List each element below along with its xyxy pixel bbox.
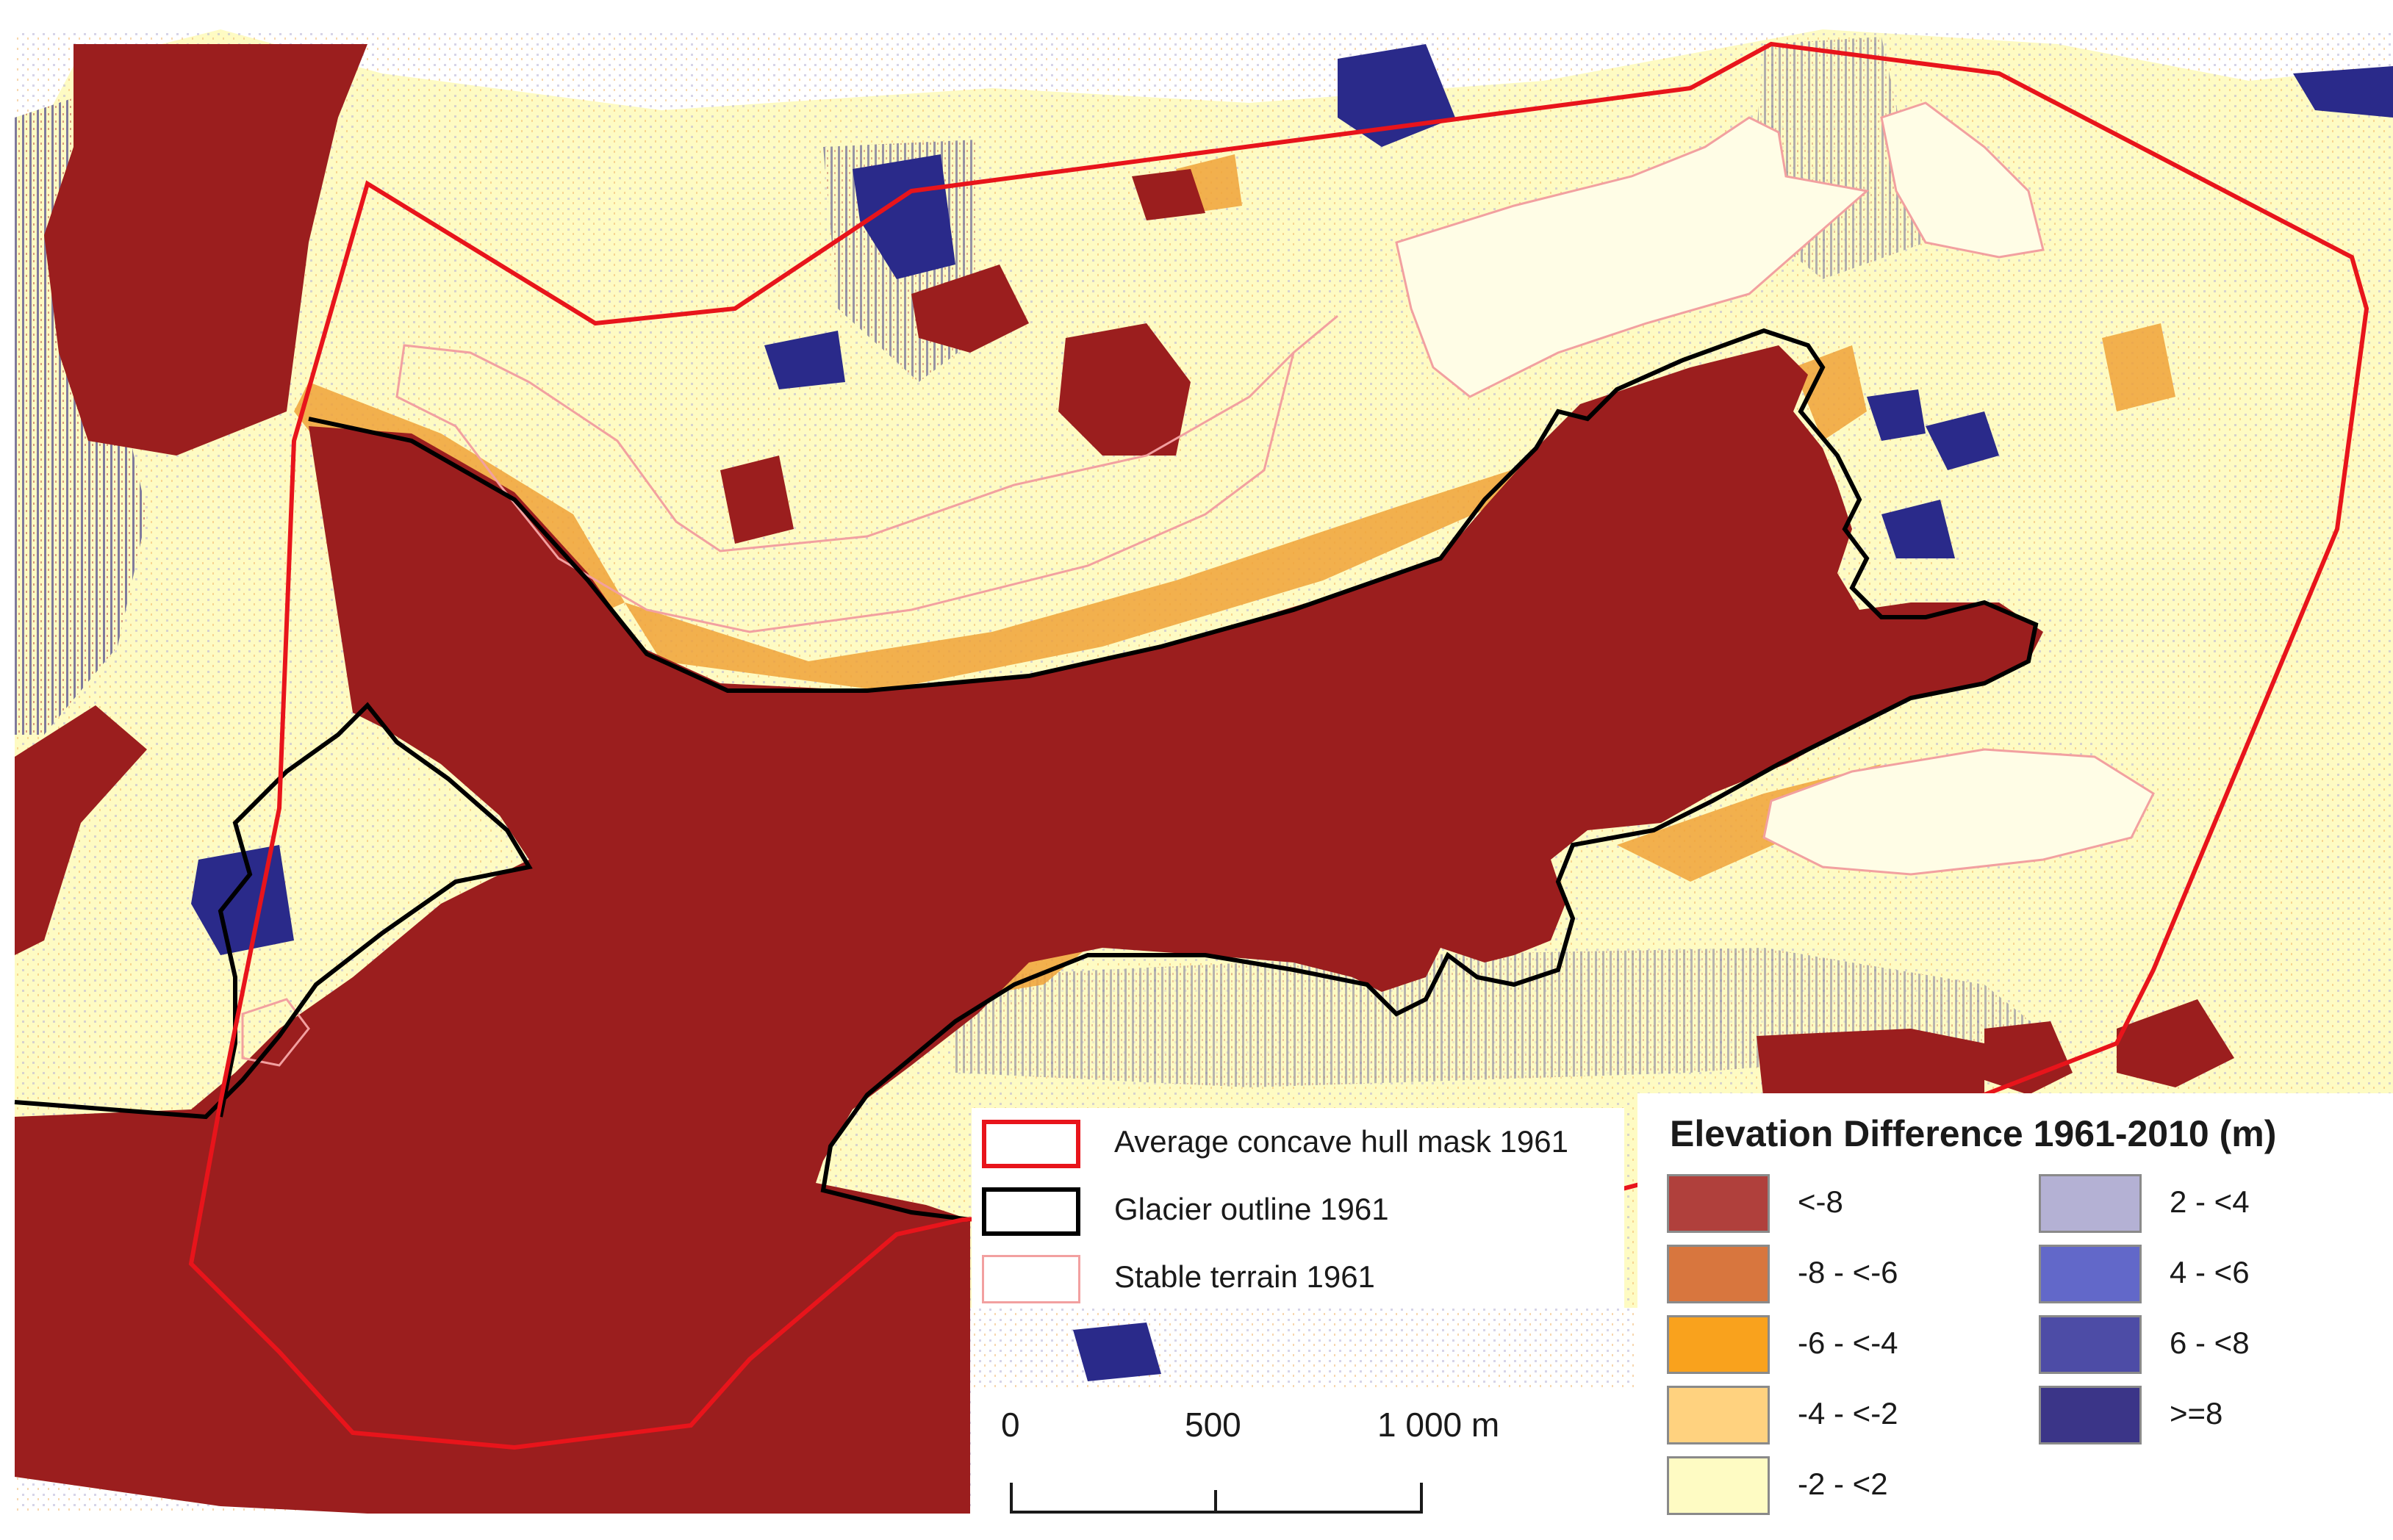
scale-label-0: 0 bbox=[1001, 1406, 1020, 1444]
class-label: -4 - <-2 bbox=[1798, 1396, 1898, 1431]
line-legend: Average concave hull mask 1961 Glacier o… bbox=[972, 1108, 1624, 1308]
glacier-outline-label: Glacier outline 1961 bbox=[1114, 1192, 1389, 1226]
elevation-legend-title: Elevation Difference 1961-2010 (m) bbox=[1670, 1113, 2277, 1154]
class-swatch bbox=[1667, 1315, 1770, 1374]
class-swatch bbox=[1667, 1456, 1770, 1515]
class-swatch bbox=[2039, 1174, 2142, 1233]
hull-mask-swatch bbox=[982, 1120, 1080, 1168]
glacier-outline-1961 bbox=[308, 328, 2039, 1222]
class-item: 4 - <6 bbox=[2039, 1245, 2377, 1303]
left-glacier-tongue bbox=[44, 44, 367, 456]
scale-label-1000: 1 000 m bbox=[1377, 1406, 1500, 1444]
class-item: 6 - <8 bbox=[2039, 1315, 2377, 1374]
class-item: 2 - <4 bbox=[2039, 1174, 2377, 1233]
scale-bar: 0 500 1 000 m bbox=[972, 1389, 1637, 1540]
class-swatch bbox=[1667, 1386, 1770, 1444]
class-item: <-8 bbox=[1667, 1174, 2005, 1233]
class-label: -6 - <-4 bbox=[1798, 1325, 1898, 1360]
elevation-legend: Elevation Difference 1961-2010 (m) <-8 -… bbox=[1637, 1093, 2393, 1540]
stable-terrain-polygons bbox=[241, 101, 2155, 1067]
scale-tick-end bbox=[1420, 1483, 1423, 1512]
legend-item-stable-terrain: Stable terrain 1961 bbox=[982, 1252, 1614, 1305]
class-swatch bbox=[2039, 1245, 2142, 1303]
class-label: -2 - <2 bbox=[1798, 1467, 1888, 1501]
class-label: 6 - <8 bbox=[2170, 1325, 2250, 1360]
scale-tick-start bbox=[1010, 1483, 1013, 1512]
class-item: -2 - <2 bbox=[1667, 1456, 2005, 1515]
class-label: 2 - <4 bbox=[2170, 1184, 2250, 1219]
scale-label-500: 500 bbox=[1185, 1406, 1241, 1444]
class-swatch bbox=[2039, 1315, 2142, 1374]
class-label: 4 - <6 bbox=[2170, 1255, 2250, 1289]
class-item: -4 - <-2 bbox=[1667, 1386, 2005, 1444]
class-label: >=8 bbox=[2170, 1396, 2223, 1431]
class-item: -6 - <-4 bbox=[1667, 1315, 2005, 1374]
class-swatch bbox=[1667, 1245, 1770, 1303]
class-item: -8 - <-6 bbox=[1667, 1245, 2005, 1303]
stable-terrain-label: Stable terrain 1961 bbox=[1114, 1259, 1375, 1294]
class-swatch bbox=[2039, 1386, 2142, 1444]
left-glacier-lower bbox=[15, 705, 147, 955]
scale-tick-mid bbox=[1214, 1490, 1217, 1512]
glacier-outline-swatch bbox=[982, 1187, 1080, 1236]
class-label: <-8 bbox=[1798, 1184, 1843, 1219]
hull-mask-label: Average concave hull mask 1961 bbox=[1114, 1124, 1568, 1159]
class-item: >=8 bbox=[2039, 1386, 2377, 1444]
glacier-right-patch bbox=[1984, 1021, 2073, 1095]
red-speckle-cluster bbox=[720, 169, 2234, 1087]
legend-item-glacier-outline: Glacier outline 1961 bbox=[982, 1184, 1614, 1237]
stable-terrain-swatch bbox=[982, 1255, 1080, 1303]
legend-item-hull-mask: Average concave hull mask 1961 bbox=[982, 1117, 1614, 1170]
main-glacier-body bbox=[15, 345, 2043, 1514]
class-label: -8 - <-6 bbox=[1798, 1255, 1898, 1289]
class-swatch bbox=[1667, 1174, 1770, 1233]
glacier-outline-1961-left bbox=[14, 702, 533, 1120]
scale-bar-line bbox=[1010, 1511, 1423, 1514]
